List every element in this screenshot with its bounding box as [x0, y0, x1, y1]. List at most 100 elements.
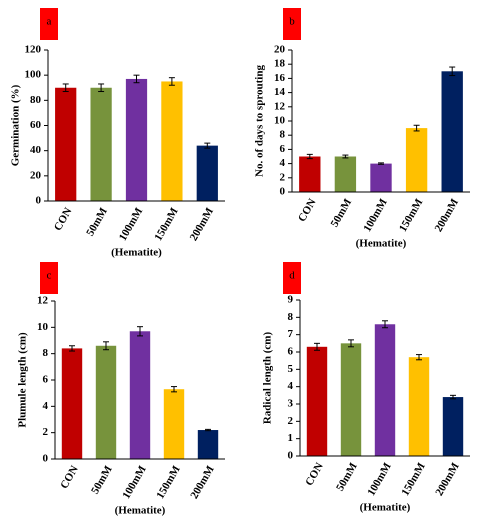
y-tick-label: 12 [274, 100, 286, 112]
error-bar [378, 162, 384, 165]
y-axis-title: Plumule length (cm) [17, 332, 29, 428]
y-axis-title: Radical length (cm) [262, 332, 274, 425]
bar [90, 87, 112, 201]
error-bar [137, 326, 143, 337]
error-bar [449, 66, 456, 77]
y-tick-label: 8 [43, 347, 49, 359]
y-tick-label: 1 [288, 432, 294, 444]
error-bar [342, 154, 349, 159]
bar [340, 343, 362, 456]
x-tick-label: 200mM [433, 196, 462, 234]
bar [163, 389, 185, 459]
bar [197, 430, 219, 459]
error-bar [306, 153, 313, 160]
y-tick-label: 4 [280, 157, 286, 169]
error-bar [314, 342, 320, 351]
panel-label-box [283, 8, 301, 40]
x-tick-label: 50mM [84, 205, 110, 238]
bar [306, 346, 328, 456]
bar [374, 324, 396, 456]
error-bar [133, 74, 140, 84]
error-bar [205, 428, 211, 432]
y-tick-label: 80 [30, 94, 42, 106]
x-tick-label: 100mM [361, 196, 390, 234]
y-tick-label: 120 [25, 44, 42, 56]
x-tick-label: CON [296, 197, 319, 224]
y-tick-label: 40 [30, 144, 42, 156]
bar [405, 128, 428, 192]
bar [196, 145, 218, 201]
y-tick-label: 7 [288, 328, 294, 340]
y-tick-label: 10 [274, 115, 286, 127]
y-tick-label: 8 [288, 311, 294, 323]
error-bar [69, 345, 75, 352]
x-tick-label: 200mM [433, 460, 462, 498]
x-tick-label: 150mM [154, 463, 183, 501]
x-tick-label: 50mM [334, 460, 360, 493]
y-tick-label: 10 [37, 321, 49, 333]
y-tick-label: 2 [43, 426, 49, 438]
panel-label: d [289, 270, 295, 282]
x-tick-label: 150mM [397, 196, 426, 234]
y-tick-label: 18 [274, 58, 286, 70]
error-bar [62, 83, 69, 93]
y-tick-label: 9 [288, 294, 294, 306]
x-tick-label: 150mM [152, 205, 181, 243]
bar [161, 81, 183, 201]
x-tick-label: 50mM [329, 196, 355, 229]
y-tick-label: 4 [43, 400, 49, 412]
y-tick-label: 4 [288, 380, 294, 392]
panel-label-box [40, 8, 58, 40]
y-tick-label: 0 [288, 450, 294, 462]
bar [61, 348, 83, 459]
y-tick-label: 6 [288, 346, 294, 358]
error-bar [98, 83, 105, 93]
y-tick-label: 16 [274, 72, 286, 84]
error-bar [103, 341, 109, 351]
y-tick-label: 5 [288, 363, 294, 375]
y-tick-label: 0 [280, 186, 286, 198]
y-tick-label: 6 [43, 374, 49, 386]
y-tick-label: 0 [36, 195, 42, 207]
error-bar [168, 77, 175, 86]
error-bar [382, 320, 388, 329]
x-tick-label: 200mM [188, 205, 217, 243]
bar [370, 163, 392, 192]
y-tick-label: 12 [37, 295, 49, 307]
x-axis-title: (Hematite) [356, 238, 407, 250]
y-tick-label: 0 [43, 453, 49, 465]
bar [129, 331, 151, 459]
x-tick-label: 100mM [117, 205, 146, 243]
error-bar [204, 142, 211, 149]
y-tick-label: 20 [30, 169, 42, 181]
x-tick-label: 200mM [188, 463, 217, 501]
x-tick-label: CON [52, 206, 75, 233]
x-tick-label: 100mM [365, 460, 394, 498]
bar [442, 397, 464, 456]
y-tick-label: 2 [288, 415, 294, 427]
panel-label-box [40, 262, 58, 294]
bar [334, 156, 357, 192]
x-tick-label: CON [303, 461, 326, 488]
y-tick-label: 2 [280, 171, 286, 183]
panel-label-box [283, 262, 301, 294]
y-axis-title: No. of days to sprouting [254, 65, 266, 177]
y-tick-label: 20 [274, 44, 286, 56]
y-tick-label: 6 [280, 143, 286, 155]
error-bar [413, 124, 420, 132]
x-axis-title: (Hematite) [111, 247, 162, 259]
error-bar [450, 394, 456, 400]
x-axis-title: (Hematite) [360, 502, 411, 514]
y-tick-label: 8 [280, 129, 286, 141]
x-tick-label: CON [58, 464, 81, 491]
error-bar [171, 386, 177, 393]
y-tick-label: 60 [30, 119, 42, 131]
x-tick-label: 150mM [399, 460, 428, 498]
y-tick-label: 100 [25, 69, 42, 81]
bar [408, 357, 430, 456]
bar [441, 71, 463, 192]
y-axis-title: Germination (%) [10, 84, 22, 166]
y-tick-label: 14 [274, 86, 286, 98]
bar [55, 87, 77, 201]
